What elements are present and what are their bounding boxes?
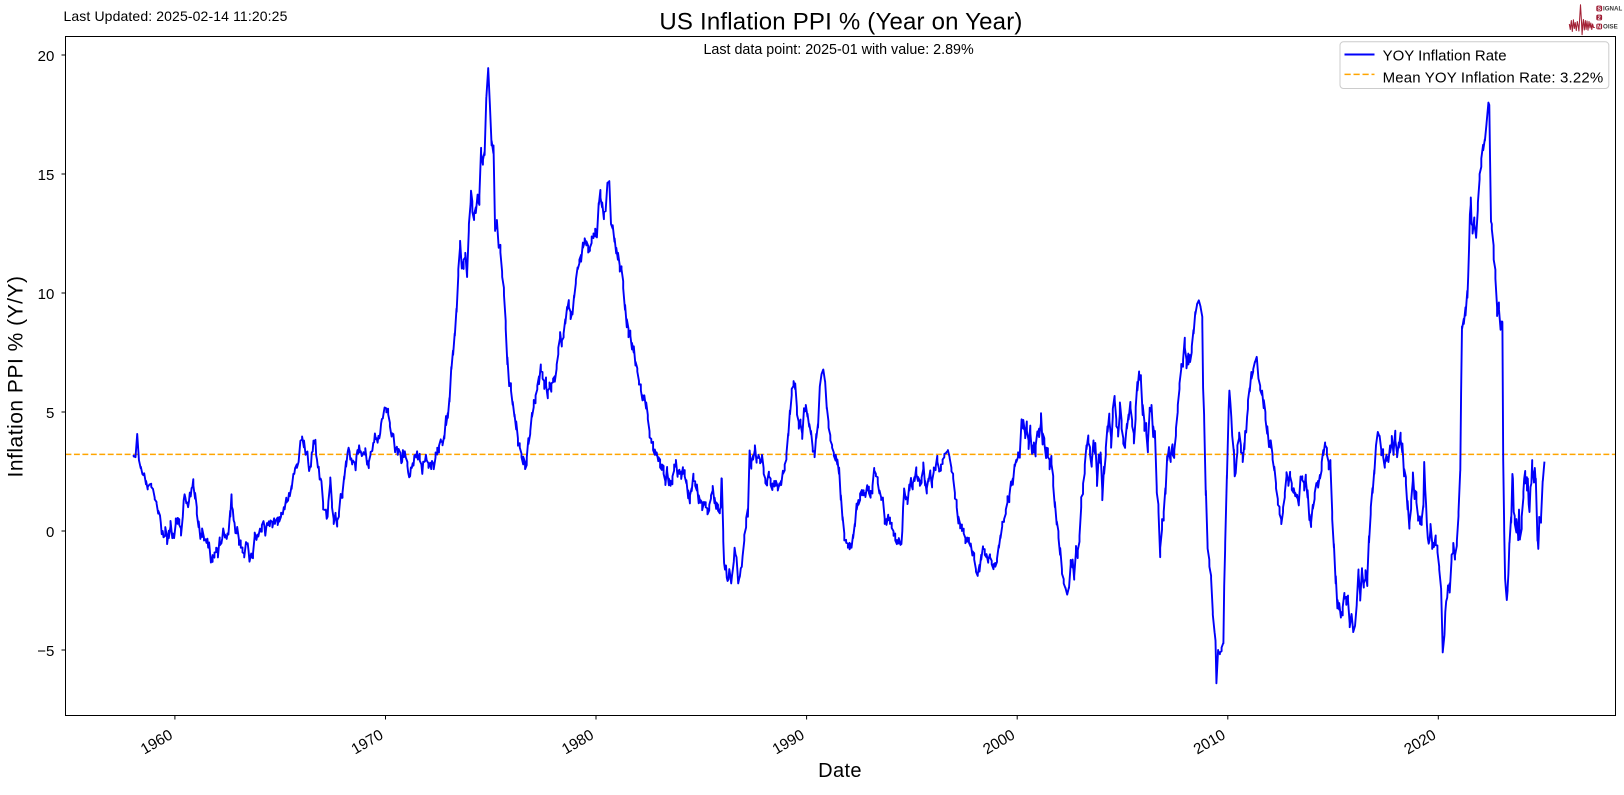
svg-text:N: N	[1597, 25, 1601, 31]
svg-text:OISE: OISE	[1603, 23, 1618, 30]
svg-text:Last data point: 2025-01 with: Last data point: 2025-01 with value: 2.8…	[703, 42, 974, 58]
svg-text:US Inflation PPI % (Year on Ye: US Inflation PPI % (Year on Year)	[659, 8, 1022, 35]
svg-text:YOY Inflation Rate: YOY Inflation Rate	[1383, 48, 1507, 65]
svg-text:10: 10	[38, 286, 55, 303]
svg-text:2: 2	[1598, 16, 1601, 22]
svg-text:Last Updated: 2025-02-14 11:20: Last Updated: 2025-02-14 11:20:25	[64, 8, 288, 24]
svg-text:Inflation PPI % (Y/Y): Inflation PPI % (Y/Y)	[5, 276, 28, 478]
svg-text:IGNAL: IGNAL	[1603, 5, 1622, 12]
svg-text:20: 20	[38, 48, 55, 65]
svg-text:0: 0	[46, 524, 54, 541]
svg-text:S: S	[1597, 7, 1601, 13]
svg-text:5: 5	[46, 405, 54, 422]
svg-text:Mean YOY Inflation Rate: 3.22%: Mean YOY Inflation Rate: 3.22%	[1383, 69, 1604, 86]
svg-text:15: 15	[38, 167, 55, 184]
svg-text:Date: Date	[818, 760, 862, 782]
svg-text:−5: −5	[37, 643, 54, 660]
